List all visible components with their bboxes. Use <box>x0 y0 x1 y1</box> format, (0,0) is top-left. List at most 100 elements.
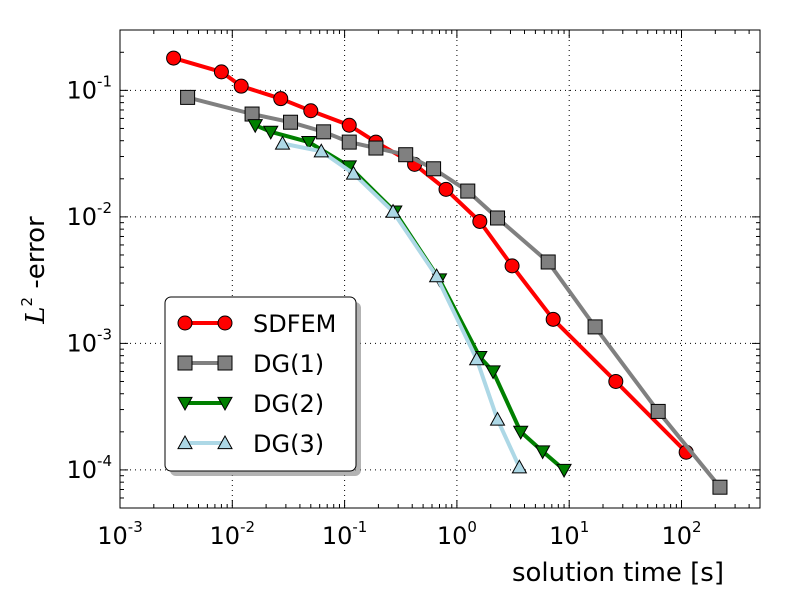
data-point <box>385 203 401 218</box>
data-point <box>262 125 279 140</box>
legend-marker <box>177 396 193 412</box>
legend-marker <box>217 315 233 331</box>
data-point <box>587 319 603 335</box>
y-tick-label: 10-4 <box>66 452 112 484</box>
data-point <box>504 258 520 274</box>
y-axis-label-symbol: L <box>21 306 51 324</box>
legend-marker <box>217 434 233 450</box>
data-point <box>540 254 556 270</box>
data-point <box>426 161 442 177</box>
data-point <box>213 64 229 80</box>
data-point <box>438 181 454 197</box>
grid-lines <box>120 30 760 508</box>
data-point <box>345 165 362 180</box>
legend-box <box>164 296 357 472</box>
data-point <box>428 268 445 283</box>
data-point <box>313 143 330 158</box>
data-point <box>512 425 529 440</box>
x-tick-label: 10-3 <box>97 518 143 550</box>
x-tick-base: 10 <box>549 522 580 550</box>
data-point <box>485 365 501 380</box>
y-tick-label: 10-2 <box>66 199 112 231</box>
legend-marker <box>177 355 193 371</box>
y-tick-base: 10 <box>66 203 97 231</box>
y-tick-label: 10-3 <box>66 325 112 357</box>
data-point <box>712 479 728 495</box>
legend-label: DG(1) <box>253 350 324 378</box>
x-tick-label: 10-1 <box>322 518 368 550</box>
data-point <box>274 135 291 150</box>
y-tick-base: 10 <box>66 456 97 484</box>
x-tick-exponent: -2 <box>240 518 255 536</box>
data-point <box>534 445 551 460</box>
x-tick-exponent: 0 <box>467 518 477 536</box>
y-axis-label: L2 -error <box>18 216 51 325</box>
x-tick-label: 102 <box>661 518 701 550</box>
legend-marker <box>177 434 193 450</box>
legend-marker <box>217 355 233 371</box>
legend-marker <box>217 396 233 412</box>
data-point <box>468 351 485 366</box>
legend-item: DG(3) <box>177 430 324 458</box>
x-axis-label: solution time [s] <box>512 558 724 588</box>
data-point <box>247 119 264 134</box>
y-axis-label-suffix: -error <box>21 216 51 297</box>
y-tick-label: 10-1 <box>66 72 112 104</box>
data-point <box>166 50 182 66</box>
data-point <box>490 210 506 226</box>
x-tick-exponent: -3 <box>128 518 143 536</box>
data-point <box>303 103 319 119</box>
data-point <box>472 213 488 229</box>
data-point <box>608 373 624 389</box>
series-dg-1 <box>180 89 728 495</box>
data-point <box>244 106 260 122</box>
x-tick-base: 10 <box>322 522 353 550</box>
y-tick-exponent: -1 <box>97 72 112 90</box>
data-point <box>180 89 196 105</box>
y-tick-exponent: -3 <box>97 325 112 343</box>
plot-series <box>166 50 728 495</box>
data-point <box>273 91 289 107</box>
x-tick-base: 10 <box>97 522 128 550</box>
data-point <box>511 459 528 474</box>
data-point <box>460 183 476 199</box>
data-point <box>556 463 572 478</box>
legend-label: DG(3) <box>253 430 324 458</box>
data-point <box>233 78 249 94</box>
x-tick-label: 100 <box>437 518 477 550</box>
x-tick-base: 10 <box>661 522 692 550</box>
data-point <box>341 117 357 133</box>
data-point <box>300 136 317 151</box>
legend-label: DG(2) <box>253 390 324 418</box>
y-tick-exponent: -2 <box>97 199 112 217</box>
legend-item: DG(1) <box>177 350 324 378</box>
legend-label: SDFEM <box>253 310 336 338</box>
data-point <box>398 147 414 163</box>
y-axis-label-exponent: 2 <box>18 297 36 307</box>
data-point <box>650 403 666 419</box>
x-tick-label: 101 <box>549 518 589 550</box>
x-tick-exponent: -1 <box>352 518 367 536</box>
legend-item: SDFEM <box>177 310 336 338</box>
legend-item: DG(2) <box>177 390 324 418</box>
x-tick-label: 10-2 <box>210 518 256 550</box>
x-tick-exponent: 2 <box>692 518 702 536</box>
legend: SDFEM DG(1) DG(2) DG(3) <box>164 296 361 476</box>
data-point <box>545 311 561 327</box>
y-tick-base: 10 <box>66 76 97 104</box>
y-tick-exponent: -4 <box>97 452 112 470</box>
x-tick-exponent: 1 <box>580 518 590 536</box>
x-tick-base: 10 <box>437 522 468 550</box>
x-tick-base: 10 <box>210 522 241 550</box>
data-point <box>283 114 299 130</box>
data-point <box>368 140 384 156</box>
legend-marker <box>177 315 193 331</box>
data-point <box>316 124 332 140</box>
data-point <box>341 134 357 150</box>
series-dg-3 <box>274 135 528 474</box>
data-point <box>489 411 506 426</box>
y-tick-base: 10 <box>66 329 97 357</box>
